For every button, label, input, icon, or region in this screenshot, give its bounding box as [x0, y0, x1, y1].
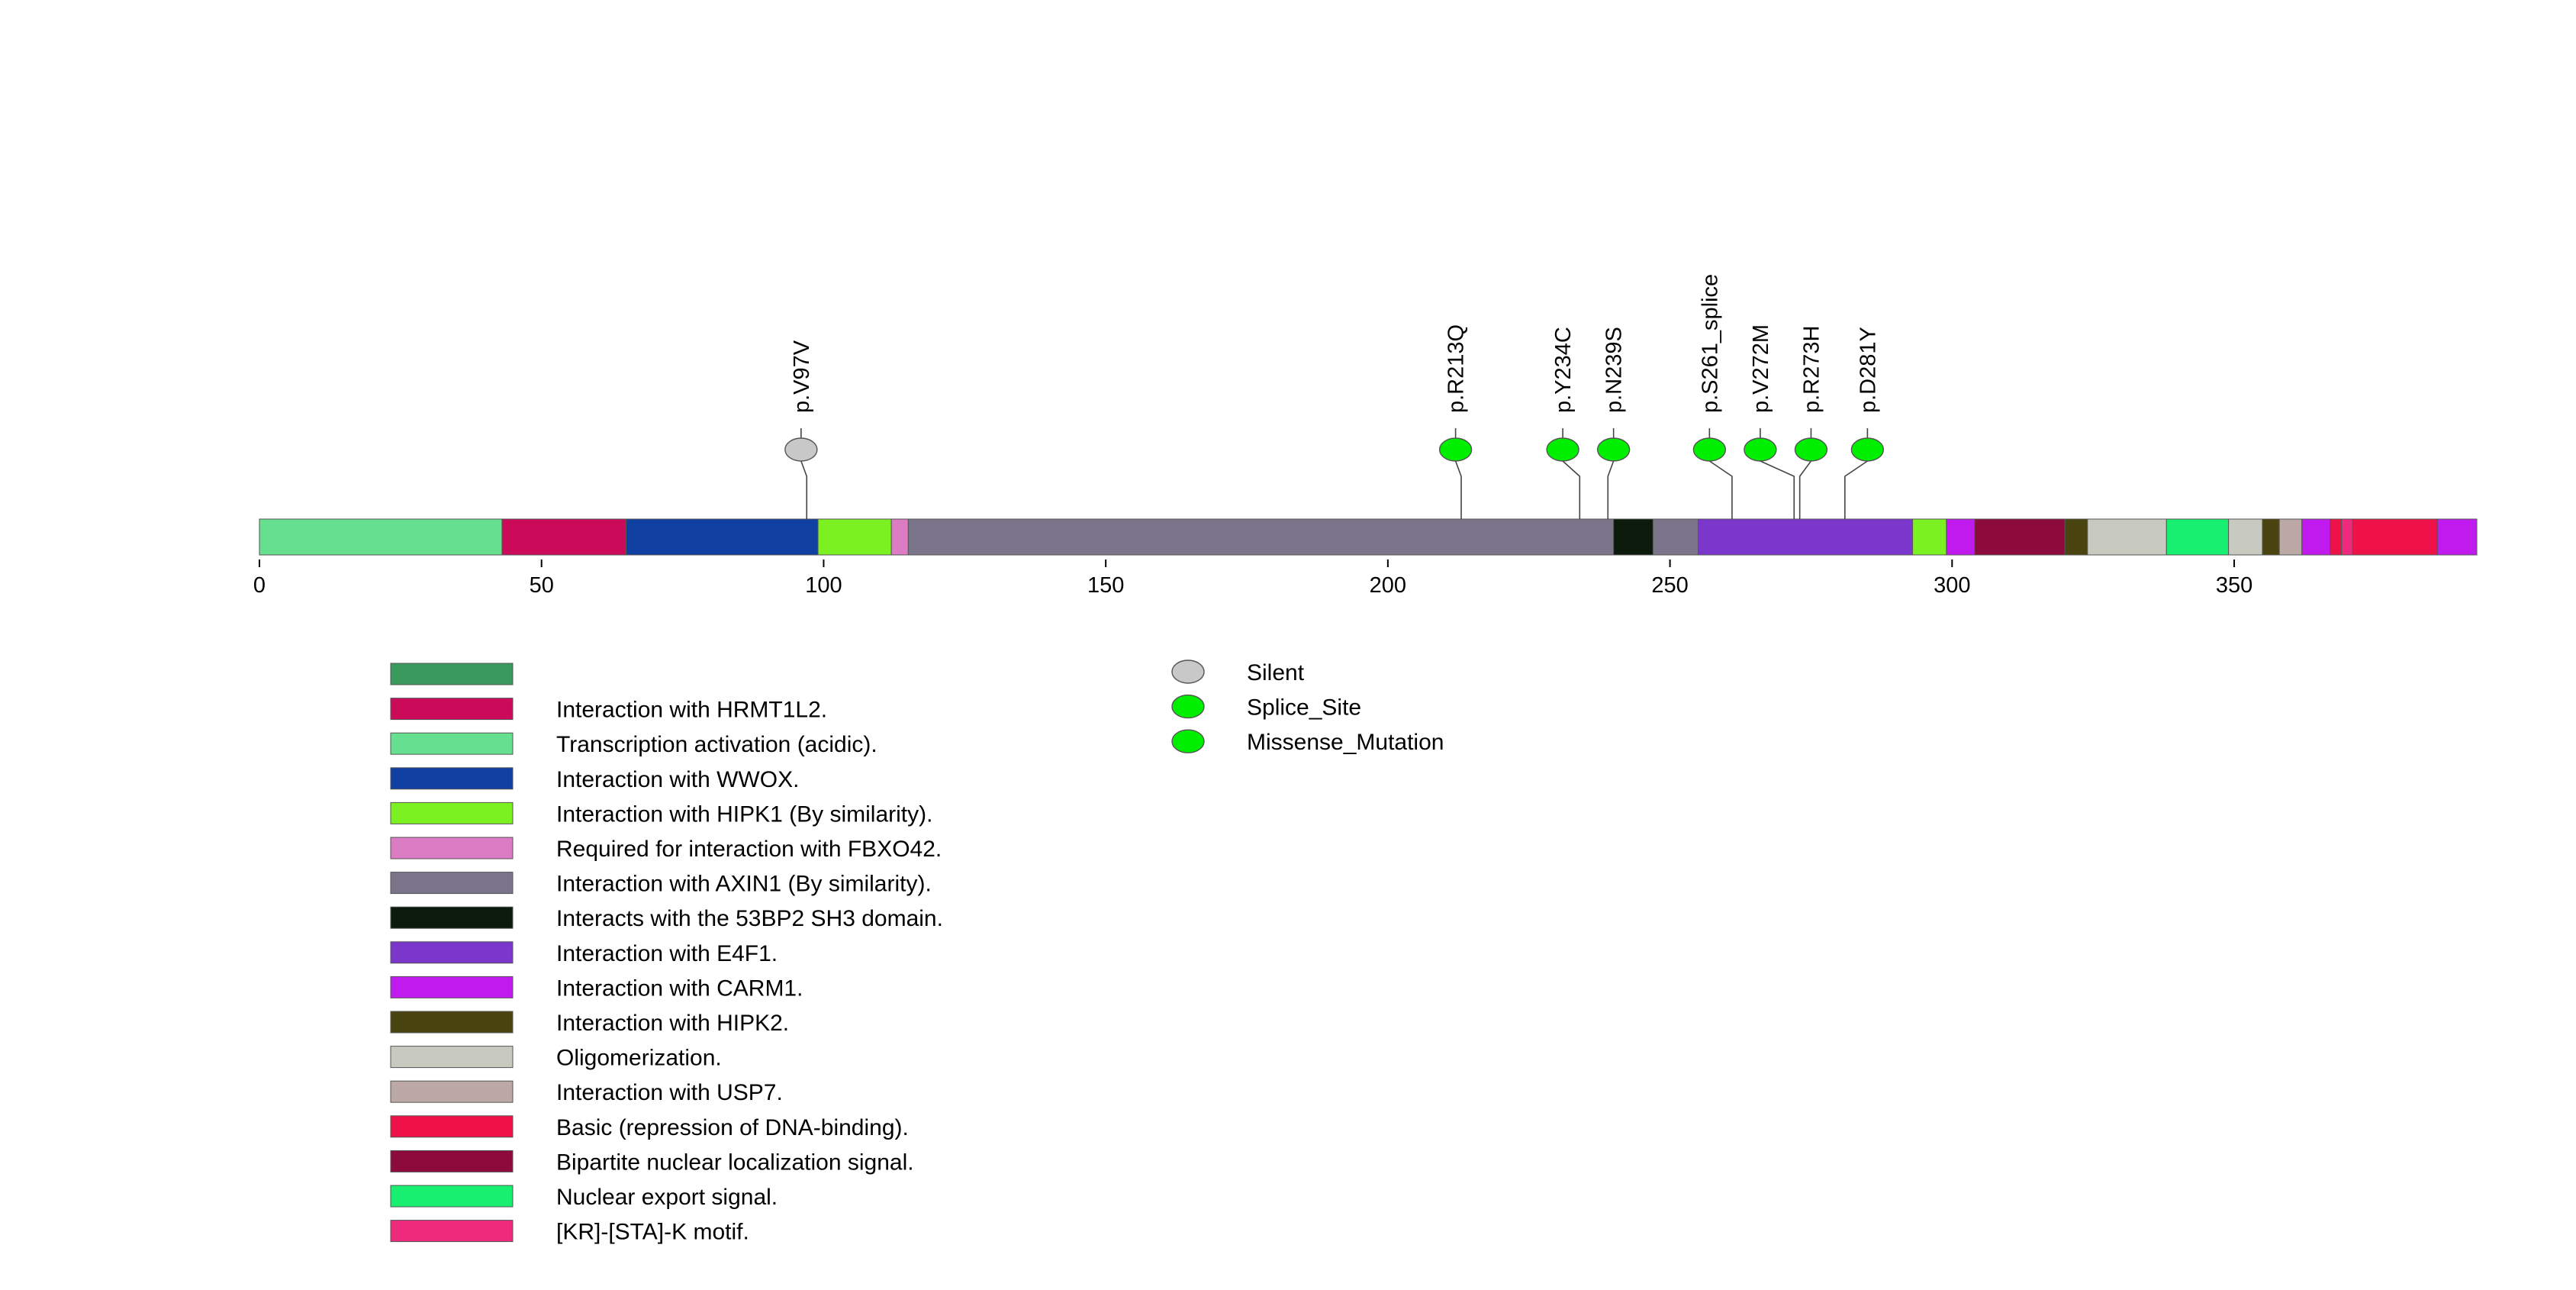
legend-label: Required for interaction with FBXO42.: [556, 837, 942, 862]
mutation-head-p-s261-splice[interactable]: [1692, 437, 1727, 462]
domain-segment-transcription-activation-acidic: [259, 518, 503, 556]
mutation-label: p.V272M: [1749, 324, 1773, 413]
legend-label: Interaction with E4F1.: [556, 941, 778, 966]
legend-swatch: [390, 1011, 514, 1034]
domain-segment-interaction-with-usp7: [2278, 518, 2303, 556]
legend-swatch: [390, 941, 514, 964]
domain-segment-nuclear-export-signal: [2165, 518, 2230, 556]
mutation-head-p-y234c[interactable]: [1546, 437, 1579, 462]
domain-segment-interaction-with-carm1: [1946, 518, 1975, 556]
x-axis-tick-label: 150: [1087, 573, 1124, 598]
x-axis-tick-label: 250: [1651, 573, 1688, 598]
legend-label: [KR]-[STA]-K motif.: [556, 1220, 749, 1245]
mutation-legend: Silent Splice_Site Missense_Mutation: [1171, 660, 1444, 755]
legend-swatch: [390, 837, 514, 859]
domain-segment-interaction-with-wwox: [626, 518, 819, 556]
mutation-label: p.R213Q: [1444, 324, 1469, 413]
legend-swatch: [390, 767, 514, 790]
x-axis-tick-label: 50: [530, 573, 554, 598]
domain-segment-interaction-with-e4f1: [1698, 518, 1914, 556]
legend-swatch: [390, 1150, 514, 1172]
mutation-label: p.R273H: [1799, 326, 1824, 413]
mutation-label: p.V97V: [790, 340, 814, 413]
mutation-legend-marker: [1171, 660, 1205, 684]
domain-segment-oligomerization: [2228, 518, 2263, 556]
legend-label: Nuclear export signal.: [556, 1185, 778, 1210]
domain-segment-bipartite-nuclear-localization-signal: [1974, 518, 2066, 556]
legend-label: Oligomerization.: [556, 1046, 722, 1071]
mutation-legend-marker: [1171, 694, 1205, 719]
x-axis-tick-label: 300: [1934, 573, 1970, 598]
domain-segment-interaction-with-hipk2: [2064, 518, 2088, 556]
legend-label: Interaction with HIPK1 (By similarity).: [556, 801, 932, 827]
domain-segment-basic-repression-of-dna-binding: [2330, 518, 2343, 556]
domain-segment-interaction-with-axin1-by-similarity: [907, 518, 1615, 556]
legend-swatch: [390, 1185, 514, 1208]
legend-label: Transcription activation (acidic).: [556, 732, 877, 757]
domain-segment-kr-sta-k-motif: [2341, 518, 2353, 556]
legend-swatch: [390, 698, 514, 721]
legend-swatch: [390, 906, 514, 929]
legend-swatch: [390, 872, 514, 895]
x-axis-tick-label: 200: [1370, 573, 1406, 598]
mutation-legend-label: Missense_Mutation: [1247, 730, 1444, 755]
legend-label: Interaction with HIPK2.: [556, 1011, 789, 1036]
domain-segment-interaction-with-hipk1-by-similarity: [1912, 518, 1947, 556]
legend-swatch: [390, 801, 514, 824]
mutation-legend-marker: [1171, 729, 1205, 753]
legend-swatch: [390, 1115, 514, 1138]
mutation-legend-label: Splice_Site: [1247, 695, 1361, 721]
x-axis-tick-label: 350: [2216, 573, 2252, 598]
legend-label: Bipartite nuclear localization signal.: [556, 1150, 914, 1175]
legend-swatch: [390, 1046, 514, 1069]
domain-segment-interacts-with-the-53bp2-sh3-domain: [1613, 518, 1653, 556]
mutation-head-p-v97v[interactable]: [784, 437, 818, 462]
legend-label: Basic (repression of DNA-binding).: [556, 1115, 909, 1140]
mutation-label: p.N239S: [1602, 327, 1627, 413]
x-axis-tick-label: 0: [253, 573, 266, 598]
legend-label: Interacts with the 53BP2 SH3 domain.: [556, 906, 943, 931]
mutation-head-p-d281y[interactable]: [1850, 437, 1885, 462]
domain-legend: Interaction with HRMT1L2. Transcription a…: [390, 663, 943, 1245]
legend-label: Interaction with USP7.: [556, 1080, 783, 1105]
mutation-lollipops: p.V97V p.R213Q p.Y234C p.N239S p.S261_splice…: [784, 274, 1885, 519]
mutation-legend-label: Silent: [1247, 660, 1305, 685]
x-axis: 0 50 100 150 200 250 300 350: [253, 560, 2252, 598]
legend-label: Interaction with CARM1.: [556, 976, 803, 1001]
mutation-label: p.D281Y: [1856, 327, 1880, 413]
legend-swatch: [390, 1220, 514, 1243]
protein-domain-track: [259, 518, 2478, 556]
mutation-head-p-n239s[interactable]: [1596, 437, 1631, 462]
domain-segment-required-for-interaction-with-fbxo42: [890, 518, 909, 556]
domain-segment-oligomerization: [2087, 518, 2167, 556]
domain-segment-interaction-with-hrmt1l2: [501, 518, 627, 556]
domain-segment-interaction-with-axin1-by-similarity: [1652, 518, 1699, 556]
x-axis-tick-label: 100: [805, 573, 842, 598]
mutation-head-p-v272m[interactable]: [1744, 437, 1777, 462]
mutation-head-p-r273h[interactable]: [1794, 437, 1828, 462]
legend-label: Interaction with HRMT1L2.: [556, 698, 827, 723]
legend-swatch: [390, 732, 514, 755]
legend-label: Interaction with AXIN1 (By similarity).: [556, 872, 932, 897]
domain-segment-interaction-with-hipk1-by-similarity: [817, 518, 892, 556]
legend-swatch: [390, 1080, 514, 1103]
mutation-label: p.Y234C: [1551, 327, 1576, 413]
mutation-head-p-r213q[interactable]: [1438, 437, 1473, 462]
domain-segment-interaction-with-hipk2: [2262, 518, 2280, 556]
legend-swatch: [390, 663, 514, 685]
legend-swatch: [390, 976, 514, 998]
domain-segment-basic-repression-of-dna-binding: [2352, 518, 2438, 556]
domain-segment-interaction-with-carm1: [2301, 518, 2331, 556]
domain-segment-interaction-with-carm1: [2436, 518, 2478, 556]
mutation-label: p.S261_splice: [1698, 274, 1722, 413]
legend-label: Interaction with WWOX.: [556, 767, 799, 792]
